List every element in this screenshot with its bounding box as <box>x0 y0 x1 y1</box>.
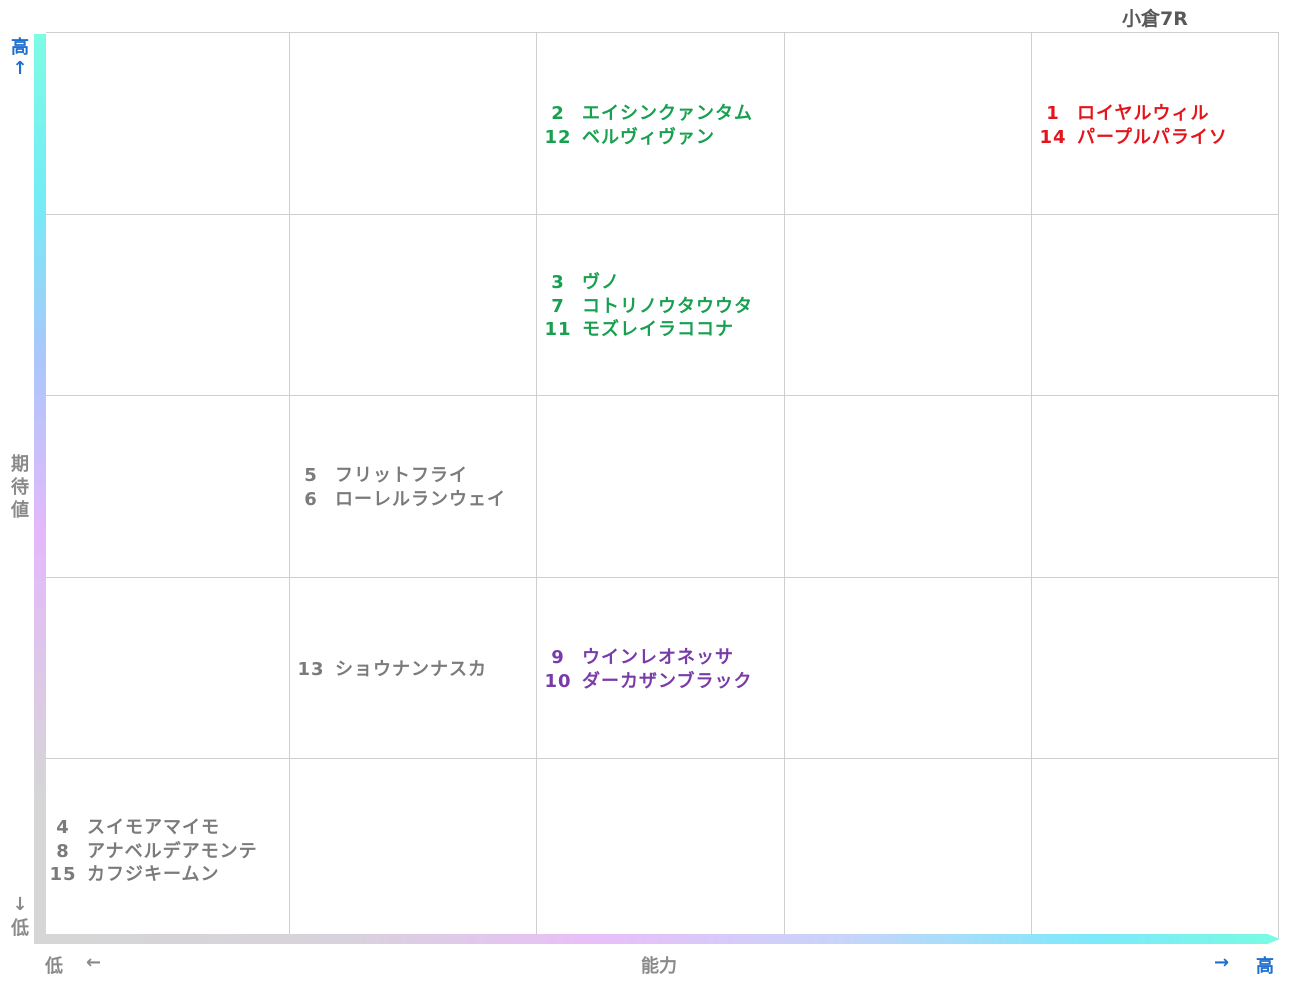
y-down-arrow-icon: ↓ <box>12 894 28 915</box>
y-axis-bar <box>34 34 46 940</box>
horse-name: ローレルランウェイ <box>335 488 506 510</box>
horse-number: 2 <box>551 103 565 124</box>
grid-line-v4 <box>1031 32 1032 938</box>
horse-entry: 10 ダーカザンブラック <box>544 670 752 694</box>
horse-entry: 9 ウインレオネッサ <box>544 646 752 670</box>
x-high-label: 高 <box>1256 956 1274 977</box>
horse-name: スイモアマイモ <box>87 817 220 838</box>
horse-number: 8 <box>56 840 70 862</box>
horse-number: 12 <box>544 126 572 148</box>
horse-name: エイシンクァンタム <box>582 103 753 124</box>
horse-name: コトリノウタウウタ <box>582 295 753 317</box>
horse-name: ロイヤルウィル <box>1077 103 1210 124</box>
grid-line-h4 <box>46 758 1279 759</box>
horse-entry: 14 パープルパライソ <box>1039 126 1228 150</box>
horse-entry: 2 エイシンクァンタム <box>544 102 753 126</box>
chart-title: 小倉7R <box>1122 8 1188 30</box>
horse-number: 4 <box>56 817 70 838</box>
horse-number: 5 <box>304 465 318 486</box>
grid-line-h3 <box>46 577 1279 578</box>
horse-entry: 15 カフジキームン <box>49 863 258 887</box>
y-high-label: 高 <box>11 37 29 58</box>
horse-name: ベルヴィヴァン <box>582 126 715 148</box>
horse-number: 15 <box>49 864 77 885</box>
horse-entry: 7 コトリノウタウウタ <box>544 295 753 319</box>
y-low-label: 低 <box>11 918 29 939</box>
x-left-arrow-icon: ← <box>86 952 102 973</box>
horse-entry: 11 モズレイラココナ <box>544 318 753 342</box>
cell-group-1-2: 5 フリットフライ 6 ローレルランウェイ <box>297 464 506 511</box>
plot-grid <box>46 32 1279 938</box>
horse-number: 7 <box>551 295 565 317</box>
horse-name: ヴノ <box>582 272 620 293</box>
horse-entry: 13 ショウナンナスカ <box>297 658 487 682</box>
cell-group-1-1: 13 ショウナンナスカ <box>297 658 487 682</box>
grid-line-h2 <box>46 395 1279 396</box>
cell-group-2-3: 3 ヴノ 7 コトリノウタウウタ 11 モズレイラココナ <box>544 271 753 342</box>
horse-name: アナベルデアモンテ <box>87 840 258 862</box>
grid-line-v1 <box>289 32 290 938</box>
horse-number: 10 <box>544 670 572 692</box>
horse-entry: 1 ロイヤルウィル <box>1039 102 1228 126</box>
horse-entry: 3 ヴノ <box>544 271 753 295</box>
y-axis-label: 期待値 <box>11 454 29 521</box>
horse-number: 1 <box>1046 103 1060 124</box>
grid-line-v2 <box>536 32 537 938</box>
horse-number: 11 <box>544 319 572 340</box>
horse-number: 13 <box>297 659 325 680</box>
horse-number: 3 <box>551 272 565 293</box>
grid-line-v3 <box>784 32 785 938</box>
horse-name: ダーカザンブラック <box>582 670 753 692</box>
horse-name: フリットフライ <box>335 465 468 486</box>
horse-name: パープルパライソ <box>1077 126 1228 148</box>
horse-name: モズレイラココナ <box>582 319 734 340</box>
x-right-arrow-icon: → <box>1214 952 1230 973</box>
x-axis-bar <box>34 934 1280 944</box>
horse-entry: 12 ベルヴィヴァン <box>544 126 753 150</box>
y-up-arrow-icon: ↑ <box>12 58 28 79</box>
horse-entry: 8 アナベルデアモンテ <box>49 840 258 864</box>
horse-entry: 4 スイモアマイモ <box>49 816 258 840</box>
horse-name: ショウナンナスカ <box>335 659 487 680</box>
grid-line-h1 <box>46 214 1279 215</box>
cell-group-0-0: 4 スイモアマイモ 8 アナベルデアモンテ 15 カフジキームン <box>49 816 258 887</box>
x-axis-label: 能力 <box>641 956 677 977</box>
cell-group-2-1: 9 ウインレオネッサ 10 ダーカザンブラック <box>544 646 752 693</box>
horse-number: 6 <box>304 488 318 510</box>
horse-entry: 5 フリットフライ <box>297 464 506 488</box>
x-low-label: 低 <box>45 956 63 977</box>
cell-group-4-4: 1 ロイヤルウィル 14 パープルパライソ <box>1039 102 1228 149</box>
horse-name: ウインレオネッサ <box>582 647 734 668</box>
cell-group-2-4: 2 エイシンクァンタム 12 ベルヴィヴァン <box>544 102 753 149</box>
horse-name: カフジキームン <box>87 864 220 885</box>
horse-entry: 6 ローレルランウェイ <box>297 488 506 512</box>
horse-number: 9 <box>551 647 565 668</box>
horse-number: 14 <box>1039 126 1067 148</box>
